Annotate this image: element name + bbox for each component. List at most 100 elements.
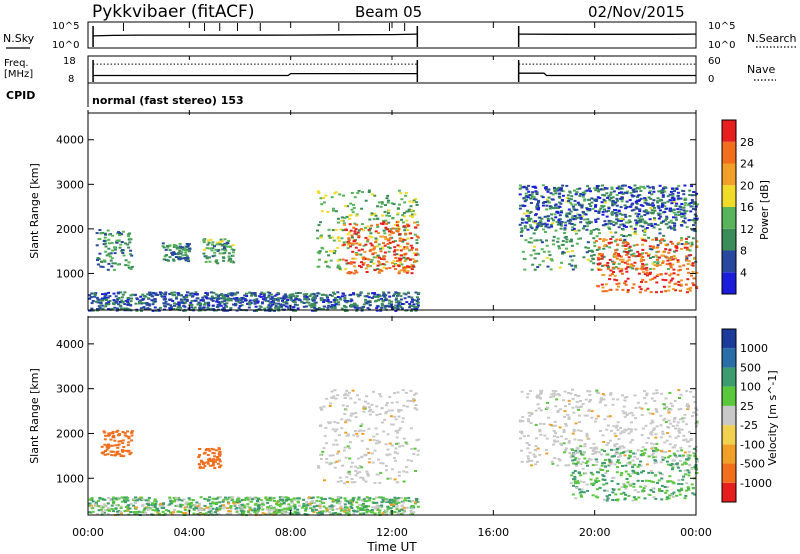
heatmap-cell bbox=[643, 214, 647, 216]
heatmap-cell bbox=[330, 304, 334, 306]
heatmap-cell bbox=[124, 449, 128, 452]
heatmap-cell bbox=[541, 260, 545, 263]
heatmap-cell bbox=[340, 427, 344, 430]
heatmap-cell bbox=[576, 188, 580, 191]
heatmap-cell bbox=[369, 260, 373, 263]
heatmap-cell bbox=[695, 218, 699, 221]
heatmap-cell bbox=[671, 227, 675, 230]
heatmap-cell bbox=[300, 301, 304, 304]
heatmap-cell bbox=[602, 398, 606, 401]
heatmap-cell bbox=[612, 203, 616, 206]
heatmap-cell bbox=[637, 217, 641, 220]
heatmap-cell bbox=[592, 448, 596, 451]
heatmap-cell bbox=[546, 190, 550, 193]
heatmap-cell bbox=[261, 298, 265, 301]
heatmap-cell bbox=[173, 291, 177, 294]
heatmap-cell bbox=[121, 230, 125, 233]
heatmap-cell bbox=[269, 507, 273, 510]
heatmap-cell bbox=[669, 240, 673, 243]
heatmap-cell bbox=[615, 283, 619, 286]
heatmap-cell bbox=[331, 397, 335, 399]
heatmap-cell bbox=[109, 438, 113, 441]
heatmap-cell bbox=[248, 303, 252, 306]
heatmap-cell bbox=[533, 448, 537, 451]
nsky-line-1 bbox=[93, 33, 418, 37]
heatmap-cell bbox=[651, 487, 655, 490]
heatmap-cell bbox=[237, 307, 241, 310]
heatmap-cell bbox=[140, 309, 143, 312]
heatmap-cell bbox=[184, 512, 188, 515]
heatmap-cell bbox=[667, 268, 670, 270]
heatmap-cell bbox=[92, 292, 96, 295]
heatmap-cell bbox=[615, 447, 619, 450]
heatmap-cell bbox=[331, 508, 335, 511]
power-colorbar-swatch bbox=[722, 163, 736, 186]
heatmap-cell bbox=[215, 243, 219, 246]
heatmap-cell bbox=[343, 509, 347, 512]
heatmap-cell bbox=[660, 484, 664, 487]
heatmap-cell bbox=[377, 473, 381, 476]
heatmap-cell bbox=[599, 268, 603, 271]
heatmap-cell bbox=[648, 245, 652, 248]
heatmap-cell bbox=[559, 202, 563, 205]
heatmap-cell bbox=[202, 463, 205, 465]
heatmap-cell bbox=[603, 208, 606, 211]
heatmap-cell bbox=[405, 301, 409, 304]
heatmap-cell bbox=[555, 210, 559, 213]
heatmap-cell bbox=[341, 292, 345, 295]
heatmap-cell bbox=[268, 310, 272, 312]
heatmap-cell bbox=[558, 459, 562, 462]
heatmap-cell bbox=[666, 259, 670, 262]
heatmap-cell bbox=[117, 432, 121, 435]
heatmap-cell bbox=[616, 254, 620, 257]
heatmap-cell bbox=[375, 238, 379, 241]
heatmap-cell bbox=[612, 190, 616, 193]
heatmap-cell bbox=[647, 254, 650, 257]
heatmap-cell bbox=[611, 491, 615, 494]
heatmap-cell bbox=[346, 481, 350, 483]
heatmap-cell bbox=[625, 260, 629, 263]
heatmap-cell bbox=[665, 215, 669, 218]
heatmap-cell bbox=[641, 239, 645, 242]
heatmap-cell bbox=[399, 497, 403, 499]
heatmap-cell bbox=[679, 289, 682, 292]
heatmap-cell bbox=[695, 286, 699, 289]
heatmap-cell bbox=[529, 202, 533, 204]
heatmap-cell bbox=[695, 285, 699, 288]
heatmap-cell bbox=[537, 199, 541, 202]
heatmap-cell bbox=[218, 243, 222, 246]
heatmap-cell bbox=[561, 251, 565, 254]
heatmap-cell bbox=[620, 472, 624, 474]
heatmap-cell bbox=[381, 462, 385, 465]
heatmap-cell bbox=[573, 215, 577, 218]
heatmap-cell bbox=[520, 217, 524, 220]
heatmap-cell bbox=[685, 390, 689, 393]
heatmap-cell bbox=[531, 191, 535, 194]
heatmap-cell bbox=[131, 293, 135, 296]
heatmap-cell bbox=[141, 511, 145, 514]
heatmap-cell bbox=[97, 305, 101, 308]
heatmap-cell bbox=[130, 266, 134, 268]
heatmap-cell bbox=[567, 212, 571, 215]
heatmap-cell bbox=[545, 256, 549, 259]
heatmap-cell bbox=[596, 415, 600, 418]
heatmap-cell bbox=[641, 256, 645, 258]
heatmap-cell bbox=[654, 236, 658, 239]
heatmap-cell bbox=[347, 418, 351, 421]
heatmap-cell bbox=[297, 299, 301, 302]
heatmap-cell bbox=[659, 461, 663, 464]
heatmap-cell bbox=[110, 265, 114, 268]
heatmap-cell bbox=[104, 450, 107, 452]
heatmap-cell bbox=[402, 266, 405, 268]
heatmap-cell bbox=[328, 454, 332, 457]
heatmap-cell bbox=[417, 292, 421, 295]
heatmap-cell bbox=[344, 306, 348, 309]
heatmap-cell bbox=[626, 242, 630, 244]
heatmap-cell bbox=[328, 463, 332, 466]
heatmap-cell bbox=[601, 469, 605, 471]
heatmap-cell bbox=[353, 306, 357, 309]
heatmap-cell bbox=[110, 454, 114, 457]
heatmap-cell bbox=[559, 189, 563, 192]
heatmap-cell bbox=[103, 438, 107, 441]
heatmap-cell bbox=[648, 267, 652, 270]
